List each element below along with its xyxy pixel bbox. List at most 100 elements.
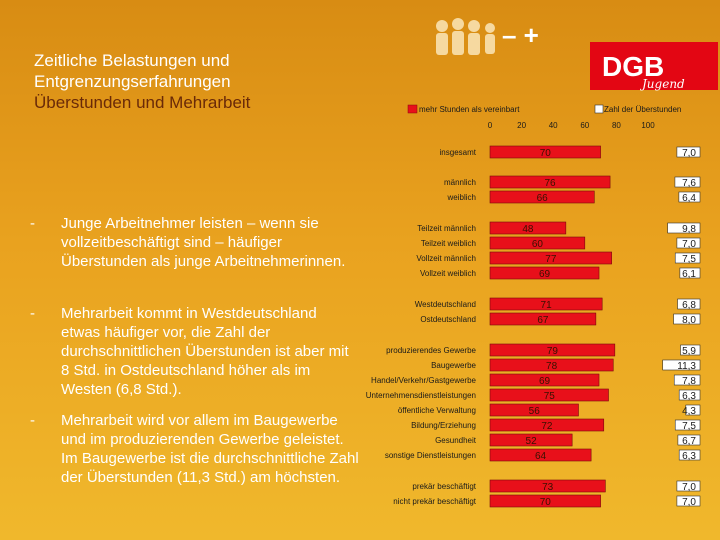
bar-overtime bbox=[673, 313, 701, 325]
bar-value-label: 77 bbox=[545, 254, 557, 265]
category-label: Westdeutschland bbox=[415, 300, 476, 309]
bar-overtime bbox=[674, 419, 701, 431]
bar-share bbox=[489, 175, 611, 189]
x-tick-label: 40 bbox=[549, 121, 558, 130]
bar-share bbox=[489, 251, 612, 265]
legend-swatch-white bbox=[594, 104, 604, 114]
bar-share bbox=[489, 494, 601, 508]
overtime-value-label: 7,5 bbox=[682, 421, 696, 432]
category-label: Gesundheit bbox=[435, 436, 477, 445]
bullet-text: Mehrarbeit wird vor allem im Baugewerbe … bbox=[61, 412, 359, 486]
bar-share bbox=[489, 358, 614, 372]
overtime-value-label: 6,8 bbox=[682, 300, 696, 311]
bar-overtime bbox=[674, 252, 701, 264]
dgb-logo-text: DGB bbox=[602, 51, 664, 82]
bar-share bbox=[489, 145, 601, 159]
overtime-value-label: 7,6 bbox=[682, 178, 696, 189]
bar-value-label: 73 bbox=[542, 482, 554, 493]
category-label: nicht prekär beschäftigt bbox=[393, 497, 476, 506]
bullet-item: - Junge Arbeitnehmer leisten – wenn sie … bbox=[30, 214, 360, 271]
overtime-value-label: 6,3 bbox=[682, 391, 696, 402]
bar-value-label: 48 bbox=[522, 224, 534, 235]
plus-minus-icon: – + bbox=[502, 20, 539, 50]
title-line-2: Entgrenzungserfahrungen bbox=[34, 72, 231, 91]
overtime-value-label: 7,5 bbox=[682, 254, 696, 265]
bar-value-label: 70 bbox=[540, 148, 552, 159]
x-axis: 0 20 40 60 80 100 bbox=[488, 121, 655, 130]
bar-share bbox=[489, 343, 616, 357]
dgb-logo-box bbox=[590, 42, 718, 90]
bar-share bbox=[489, 221, 567, 235]
overtime-value-label: 6,1 bbox=[682, 269, 696, 280]
bullet-dash: - bbox=[30, 215, 35, 232]
category-label: Unternehmensdienstleistungen bbox=[366, 391, 476, 400]
category-label: prekär beschäftigt bbox=[412, 482, 476, 491]
bar-value-label: 75 bbox=[544, 391, 556, 402]
chart-legend: mehr Stunden als vereinbart Zahl der Übe… bbox=[407, 104, 681, 114]
overtime-value-label: 7,0 bbox=[682, 148, 696, 159]
bar-share bbox=[489, 236, 586, 250]
bar-share bbox=[489, 418, 605, 432]
bar-overtime bbox=[678, 389, 701, 401]
page-title: Zeitliche Belastungen und Entgrenzungser… bbox=[34, 50, 354, 113]
bar-overtime bbox=[673, 374, 701, 386]
bullet-text: Mehrarbeit kommt in Westdeutschland etwa… bbox=[61, 305, 349, 398]
title-line-3: Überstunden und Mehrarbeit bbox=[34, 93, 251, 112]
category-label: Bildung/Erziehung bbox=[411, 421, 476, 430]
bar-share bbox=[489, 297, 603, 311]
category-label: öffentliche Verwaltung bbox=[398, 406, 476, 415]
bar-overtime bbox=[676, 480, 701, 492]
bar-share bbox=[489, 266, 600, 280]
overtime-value-label: 4,3 bbox=[682, 406, 696, 417]
bar-share bbox=[489, 312, 597, 326]
bar-overtime bbox=[677, 434, 701, 446]
bar-value-label: 76 bbox=[544, 178, 556, 189]
category-label: Vollzeit männlich bbox=[416, 254, 476, 263]
x-tick-label: 80 bbox=[612, 121, 621, 130]
bar-overtime bbox=[678, 449, 701, 461]
category-label: insgesamt bbox=[440, 148, 477, 157]
bar-overtime bbox=[685, 404, 701, 416]
category-label: Teilzeit männlich bbox=[417, 224, 476, 233]
bars: insgesamt 70 7,0 männlich 76 7,6 weiblich 66 6,4… bbox=[366, 145, 701, 508]
bar-overtime bbox=[680, 344, 701, 356]
overtime-value-label: 6,3 bbox=[682, 451, 696, 462]
logo-graphic: – + DGB Jugend bbox=[436, 18, 718, 91]
bar-value-label: 72 bbox=[541, 421, 553, 432]
category-label: weiblich bbox=[447, 193, 476, 202]
overtime-value-label: 7,8 bbox=[682, 376, 696, 387]
category-label: männlich bbox=[444, 178, 476, 187]
overtime-value-label: 7,0 bbox=[682, 482, 696, 493]
bar-overtime bbox=[667, 222, 701, 234]
overtime-value-label: 7,0 bbox=[682, 497, 696, 508]
category-label: Teilzeit weiblich bbox=[421, 239, 476, 248]
bar-overtime bbox=[662, 359, 701, 371]
overtime-value-label: 9,8 bbox=[682, 224, 696, 235]
bar-value-label: 78 bbox=[546, 361, 558, 372]
overtime-value-label: 5,9 bbox=[682, 346, 696, 357]
bar-share bbox=[489, 448, 592, 462]
bar-share bbox=[489, 190, 595, 204]
bar-overtime bbox=[678, 191, 701, 203]
bar-value-label: 79 bbox=[547, 346, 559, 357]
category-label: Baugewerbe bbox=[431, 361, 476, 370]
bar-overtime bbox=[676, 146, 701, 158]
bar-value-label: 69 bbox=[539, 376, 551, 387]
bar-value-label: 60 bbox=[532, 239, 544, 250]
bar-value-label: 67 bbox=[537, 315, 549, 326]
bar-value-label: 70 bbox=[540, 497, 552, 508]
category-label: Ostdeutschland bbox=[420, 315, 476, 324]
overtime-value-label: 8,0 bbox=[682, 315, 696, 326]
category-label: produzierendes Gewerbe bbox=[386, 346, 476, 355]
overtime-value-label: 6,4 bbox=[682, 193, 696, 204]
category-label: sonstige Dienstleistungen bbox=[385, 451, 476, 460]
x-tick-label: 0 bbox=[488, 121, 493, 130]
overtime-value-label: 7,0 bbox=[682, 239, 696, 250]
bar-value-label: 66 bbox=[537, 193, 549, 204]
bar-share bbox=[489, 373, 600, 387]
bar-share bbox=[489, 403, 579, 417]
bar-overtime bbox=[676, 237, 701, 249]
bar-share bbox=[489, 479, 606, 493]
